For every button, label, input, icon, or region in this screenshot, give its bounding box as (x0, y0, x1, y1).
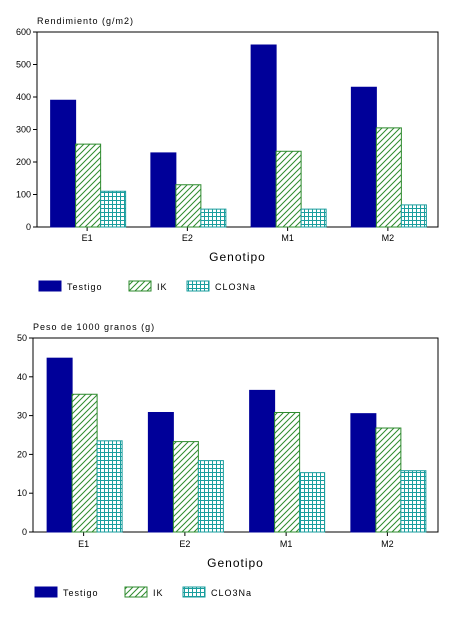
y-tick-label: 30 (17, 411, 27, 421)
bar-ik-e1 (71, 393, 98, 533)
legend-swatch (34, 586, 58, 598)
bar-testigo-e2 (150, 152, 177, 228)
bar-testigo-e1 (46, 357, 73, 533)
bar-testigo-e1 (50, 99, 77, 228)
x-tick-label: M1 (280, 539, 293, 549)
x-axis-label: Genotipo (207, 556, 264, 570)
y-tick-label: 10 (17, 488, 27, 498)
legend-label: Testigo (67, 282, 103, 292)
bar-testigo-m1 (249, 389, 276, 533)
bar-ik-e2 (172, 441, 199, 533)
y-tick-label: 400 (16, 92, 31, 102)
x-tick-label: M1 (281, 233, 294, 243)
bar-clo3na-e2 (197, 460, 224, 533)
bar-testigo-m2 (350, 413, 377, 533)
chart-title: Rendimiento (g/m2) (37, 16, 134, 26)
legend-label: IK (157, 282, 168, 292)
bar-clo3na-e1 (96, 440, 123, 533)
bar-clo3na-m2 (400, 204, 427, 228)
x-tick-label: E1 (78, 539, 89, 549)
bar-testigo-m2 (350, 86, 377, 228)
legend-swatch (38, 280, 62, 292)
plot-frame (32, 337, 439, 533)
y-tick-label: 500 (16, 60, 31, 70)
y-tick-label: 0 (26, 222, 31, 232)
legend-item-ik: IK (128, 280, 168, 292)
y-tick-label: 600 (16, 27, 31, 37)
bar-clo3na-e2 (200, 208, 227, 228)
y-tick-label: 20 (17, 449, 27, 459)
bar-ik-e1 (75, 143, 102, 228)
bar-clo3na-m2 (400, 470, 427, 533)
legend-label: CLO3Na (211, 588, 252, 598)
x-tick-label: M2 (382, 233, 395, 243)
y-tick-label: 40 (17, 372, 27, 382)
bar-clo3na-m1 (300, 208, 327, 228)
legend-swatch (128, 280, 152, 292)
bar-ik-e2 (175, 184, 202, 228)
legend-swatch (182, 586, 206, 598)
x-tick-label: E1 (82, 233, 93, 243)
chart-peso-1000-granos: Peso de 1000 granos (g) 0 10 20 30 40 50 E1 E2 M1… (17, 322, 439, 598)
y-tick-label: 300 (16, 125, 31, 135)
chart-rendimiento: Rendimiento (g/m2) 0 100 200 300 400 500 600 E1 E… (16, 16, 439, 292)
legend-item-clo3na: CLO3Na (186, 280, 256, 292)
bar-ik-m1 (274, 411, 301, 533)
legend-item-clo3na: CLO3Na (182, 586, 252, 598)
chart-title: Peso de 1000 granos (g) (33, 322, 155, 332)
legend-label: CLO3Na (215, 282, 256, 292)
legend-item-testigo: Testigo (34, 586, 99, 598)
bar-ik-m1 (275, 150, 302, 228)
legend: Testigo IK CLO3Na (34, 586, 252, 598)
y-tick-label: 100 (16, 190, 31, 200)
legend-label: IK (153, 588, 164, 598)
legend-item-ik: IK (124, 586, 164, 598)
legend-swatch (124, 586, 148, 598)
legend-label: Testigo (63, 588, 99, 598)
x-tick-label: E2 (179, 539, 190, 549)
bar-clo3na-e1 (100, 190, 127, 228)
bar-testigo-e2 (147, 411, 174, 533)
legend: Testigo IK CLO3Na (38, 280, 256, 292)
legend-item-testigo: Testigo (38, 280, 103, 292)
x-axis-label: Genotipo (209, 250, 266, 264)
bar-clo3na-m1 (299, 472, 326, 533)
y-tick-label: 0 (22, 527, 27, 537)
y-tick-label: 50 (17, 333, 27, 343)
legend-swatch (186, 280, 210, 292)
x-tick-label: E2 (182, 233, 193, 243)
bar-ik-m2 (375, 427, 402, 533)
x-tick-label: M2 (381, 539, 394, 549)
bar-ik-m2 (375, 127, 402, 228)
bar-testigo-m1 (250, 44, 277, 228)
y-tick-label: 200 (16, 157, 31, 167)
